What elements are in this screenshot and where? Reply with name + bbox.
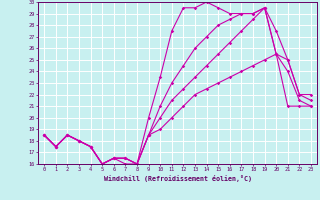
X-axis label: Windchill (Refroidissement éolien,°C): Windchill (Refroidissement éolien,°C) bbox=[104, 175, 252, 182]
